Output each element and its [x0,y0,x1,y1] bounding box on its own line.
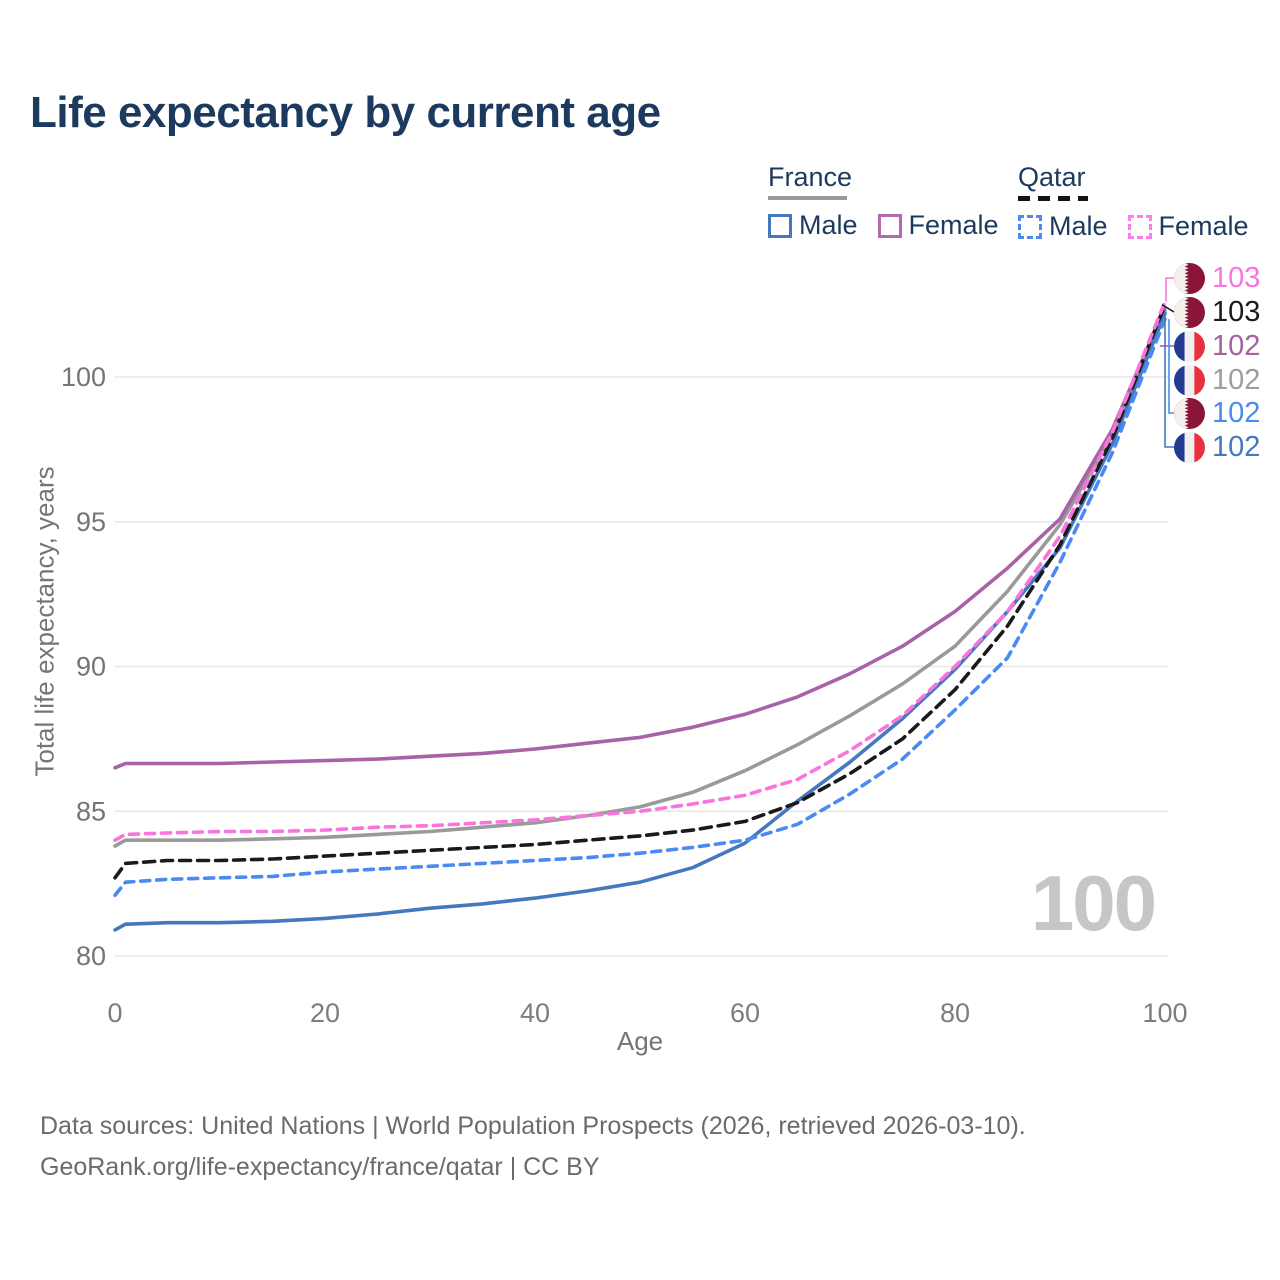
end-label-qatar-female: 103 [1174,261,1260,295]
legend-france-female-label: Female [908,210,999,240]
legend-item-qatar-female[interactable]: Female [1127,211,1249,242]
france-flag-icon [1174,364,1205,396]
svg-text:100: 100 [1142,998,1187,1028]
footer: Data sources: United Nations | World Pop… [40,1106,1240,1188]
qatar-flag-icon [1174,262,1205,294]
legend-qatar-male-label: Male [1049,211,1108,241]
svg-text:95: 95 [76,507,106,537]
france-female-swatch-icon [877,213,902,238]
end-label-france-male: 102 [1174,430,1260,464]
footer-attribution: GeoRank.org/life-expectancy/france/qatar… [40,1153,600,1181]
svg-text:0: 0 [107,998,122,1028]
end-label-france-female: 102 [1174,329,1260,363]
qatar-female-swatch-icon [1127,214,1152,239]
end-label-qatar-male: 102 [1174,396,1260,430]
end-value: 102 [1212,329,1261,362]
legend-item-qatar-male[interactable]: Male [1018,211,1108,242]
qatar-flag-icon [1174,296,1205,328]
page-title: Life expectancy by current age [30,88,661,137]
france-male-swatch-icon [768,213,792,238]
france-flag-icon [1174,330,1205,362]
age-watermark: 100 [1030,859,1157,947]
x-axis-title: Age [616,1026,664,1056]
end-value: 102 [1212,396,1261,429]
end-value: 102 [1212,363,1261,396]
end-label-qatar-total: 103 [1174,295,1260,329]
legend-group-france: France Male Female [768,162,999,241]
legend-qatar-underline [1018,196,1088,201]
svg-text:80: 80 [940,998,970,1028]
end-label-france-total: 102 [1174,363,1260,397]
svg-text:85: 85 [76,796,106,826]
end-value: 103 [1212,261,1261,294]
y-axis-title: Total life expectancy, years [29,466,60,777]
legend-item-france-female[interactable]: Female [877,210,999,241]
svg-text:40: 40 [520,998,550,1028]
end-value: 103 [1212,295,1261,328]
legend-france-underline [768,196,847,200]
svg-text:60: 60 [730,998,760,1028]
legend-item-france-male[interactable]: Male [768,210,858,241]
svg-text:80: 80 [76,941,106,971]
footer-datasource: Data sources: United Nations | World Pop… [40,1112,1026,1140]
legend-qatar-female-label: Female [1158,211,1249,241]
legend-group-qatar: Qatar Male Female [1018,162,1249,242]
svg-text:90: 90 [76,652,106,682]
legend-qatar-title: Qatar [1018,162,1086,192]
qatar-male-swatch-icon [1018,214,1042,239]
end-value: 102 [1212,430,1261,463]
france-flag-icon [1174,431,1205,463]
qatar-flag-icon [1174,397,1205,429]
legend-france-male-label: Male [799,210,858,240]
svg-text:100: 100 [61,362,106,392]
svg-text:20: 20 [310,998,340,1028]
legend-france-title: France [768,162,853,192]
